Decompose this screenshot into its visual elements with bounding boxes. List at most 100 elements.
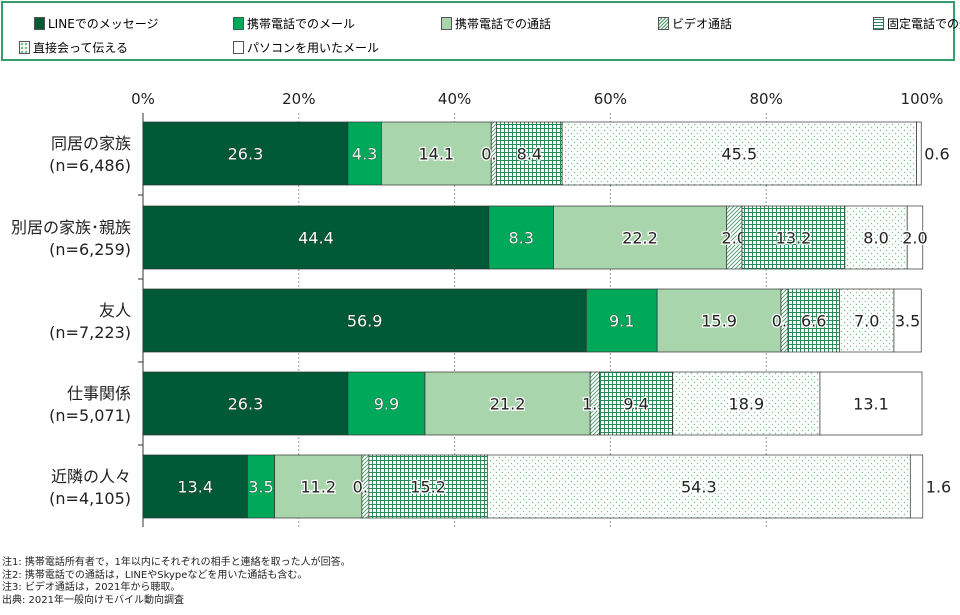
data-label: 13.1 [853,395,889,414]
data-label: 21.2 [490,395,526,414]
data-label: 4.3 [352,145,377,164]
category-label: 友人 [99,301,131,320]
category-label: (n=4,105) [49,489,131,508]
x-tick-label: 20% [282,90,315,108]
bar-segment [599,371,674,436]
bar-segment [142,371,349,436]
data-label: 7.0 [854,312,879,331]
bar-segment [839,288,895,353]
bar-segment [496,121,563,186]
data-label: 22.2 [622,229,658,248]
bar-segment [741,205,846,270]
footnote: 注3: ビデオ通話は，2021年から聴取。 [2,582,181,593]
legend-swatch [441,17,452,30]
legend-label: 固定電話での通話 [887,17,960,31]
data-label: 15.9 [701,312,737,331]
data-label: 2.0 [902,229,927,248]
x-tick-label: 80% [750,90,783,108]
bar-segment [787,288,840,353]
bar-segment [142,121,349,186]
legend-item: ビデオ通話 [658,15,732,32]
category-label: 近隣の人々 [51,467,131,486]
data-label: 8.3 [508,229,533,248]
bar-segment [553,205,727,270]
category-label: 同居の家族 [51,134,131,153]
data-label: 11.2 [300,478,336,497]
category-label: 別居の家族･親族 [11,218,131,237]
bar-segment [142,205,490,270]
category-label: (n=5,071) [49,406,131,425]
legend-item: 携帯電話での通話 [441,15,551,32]
data-label: 0.6 [924,145,949,164]
legend-item: 携帯電話でのメール [233,15,355,32]
data-label: 3.5 [895,312,920,331]
bar-segment [347,121,382,186]
bar-segment [893,288,922,353]
data-label: 26.3 [228,395,264,414]
legend-label: ビデオ通話 [672,17,733,31]
data-label: 15.2 [410,478,446,497]
bar-segment [585,288,658,353]
legend-swatch [233,41,244,54]
bar-segment [368,454,488,519]
data-label: 54.3 [681,478,717,497]
legend-label: 携帯電話でのメール [247,17,356,31]
category-label: 仕事関係 [67,384,131,403]
data-label: 9.9 [374,395,399,414]
bar-segment [561,121,917,186]
x-tick-label: 100% [901,90,944,108]
legend-swatch [873,17,884,30]
x-tick-label: 40% [438,90,471,108]
data-label: 9.4 [623,395,648,414]
legend-item: LINEでのメッセージ [34,15,159,32]
data-label: 8.0 [863,229,888,248]
data-label: 6.6 [801,312,826,331]
category-label: (n=6,259) [49,240,131,259]
bar-segment [656,288,782,353]
x-tick-label: 60% [594,90,627,108]
data-label: 9.1 [609,312,634,331]
footnotes: 注1: 携帯電話所有者で，1年以内にそれぞれの相手と連絡を取った人が回答。 注2:… [2,557,351,607]
footnote: 注2: 携帯電話での通話は，LINEやSkypeなどを用いた通話も含む。 [2,569,308,581]
data-label: 13.4 [177,478,213,497]
data-label: 56.9 [347,312,383,331]
bar-segment [424,371,591,436]
x-tick-label: 0% [131,90,155,108]
category-label: (n=7,223) [49,323,131,342]
bar-segment [906,205,924,270]
data-label: 44.4 [298,229,334,248]
category-label: (n=6,486) [49,156,131,175]
footnote: 注1: 携帯電話所有者で，1年以内にそれぞれの相手と連絡を取った人が回答。 [2,557,351,568]
bar-segment [381,121,492,186]
bar-segment [488,205,554,270]
legend-label: 直接会って伝える [33,41,129,55]
legend-swatch [233,17,244,30]
legend-item: 直接会って伝える [19,39,128,56]
data-label: 2.0 [722,229,747,248]
bar-segment [247,454,276,519]
legend-item: パソコンを用いたメール [233,39,379,56]
data-label: 14.1 [418,145,454,164]
bar-segment [486,454,911,519]
legend-item: 固定電話での通話 [873,15,960,32]
legend-label: パソコンを用いたメール [247,41,380,55]
bar-segment [844,205,908,270]
data-label: 18.9 [729,395,765,414]
data-label: 1.6 [926,478,951,497]
legend-swatch [658,17,669,30]
bar-segment [142,454,248,519]
legend-swatch [19,41,30,54]
data-label: 3.5 [248,478,273,497]
legend-label: LINEでのメッセージ [48,17,159,31]
legend-label: 携帯電話での通話 [455,17,552,31]
data-label: 26.3 [228,145,264,164]
legend: LINEでのメッセージ 携帯電話でのメール 携帯電話での通話 ビデオ通話 固定電話での通… [1,1,960,61]
bar-segment [819,371,923,436]
data-label: 8.4 [517,145,542,164]
footnote: 出典: 2021年一般向けモバイル動向調査 [2,594,184,606]
bar-segment [142,288,587,353]
bar-segment [274,454,363,519]
data-label: 45.5 [722,145,758,164]
